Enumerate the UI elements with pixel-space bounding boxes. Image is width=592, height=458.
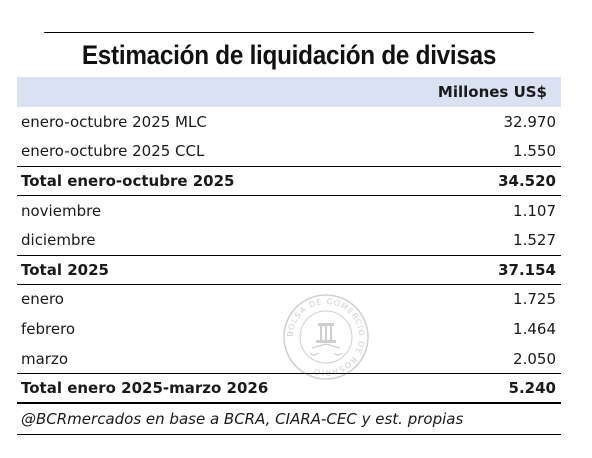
row-value: 1.464 <box>513 319 556 338</box>
row-label: enero-octubre 2025 CCL <box>21 142 205 161</box>
table-row: noviembre 1.107 <box>17 196 561 226</box>
row-value: 34.520 <box>498 171 556 190</box>
column-header: Millones US$ <box>17 77 561 107</box>
row-label: enero <box>21 290 64 309</box>
row-label: Total enero-octubre 2025 <box>21 171 235 190</box>
row-value: 1.107 <box>513 201 556 220</box>
table-row: diciembre 1.527 <box>17 225 561 255</box>
row-value: 37.154 <box>498 260 556 279</box>
table-row: marzo 2.050 <box>17 344 561 374</box>
row-label: enero-octubre 2025 MLC <box>21 112 207 131</box>
row-value: 1.527 <box>513 231 556 250</box>
row-value: 2.050 <box>513 349 556 368</box>
row-value: 5.240 <box>508 379 556 398</box>
total-row: Total enero-octubre 2025 34.520 <box>17 166 561 196</box>
liquidation-table: Estimación de liquidación de divisas Mil… <box>17 32 561 435</box>
row-value: 1.725 <box>513 290 556 309</box>
row-value: 32.970 <box>503 112 557 131</box>
row-label: diciembre <box>21 231 96 250</box>
table-row: enero 1.725 <box>17 285 561 315</box>
table-row: enero-octubre 2025 MLC 32.970 <box>17 107 561 137</box>
table-title: Estimación de liquidación de divisas <box>44 32 534 77</box>
table-row: enero-octubre 2025 CCL 1.550 <box>17 137 561 167</box>
table-row: febrero 1.464 <box>17 314 561 344</box>
row-label: marzo <box>21 349 69 368</box>
seal-watermark-icon: BOLSA DE COMERCIO DE ROSARIO <box>283 294 369 380</box>
row-label: Total enero 2025-marzo 2026 <box>21 379 269 398</box>
total-row: Total 2025 37.154 <box>17 254 561 285</box>
row-label: noviembre <box>21 201 102 220</box>
row-label: Total 2025 <box>21 260 109 279</box>
source-note: @BCRmercados en base a BCRA, CIARA-CEC y… <box>17 402 561 435</box>
row-value: 1.550 <box>513 142 556 161</box>
row-label: febrero <box>21 319 76 338</box>
total-row: Total enero 2025-marzo 2026 5.240 <box>17 373 561 403</box>
